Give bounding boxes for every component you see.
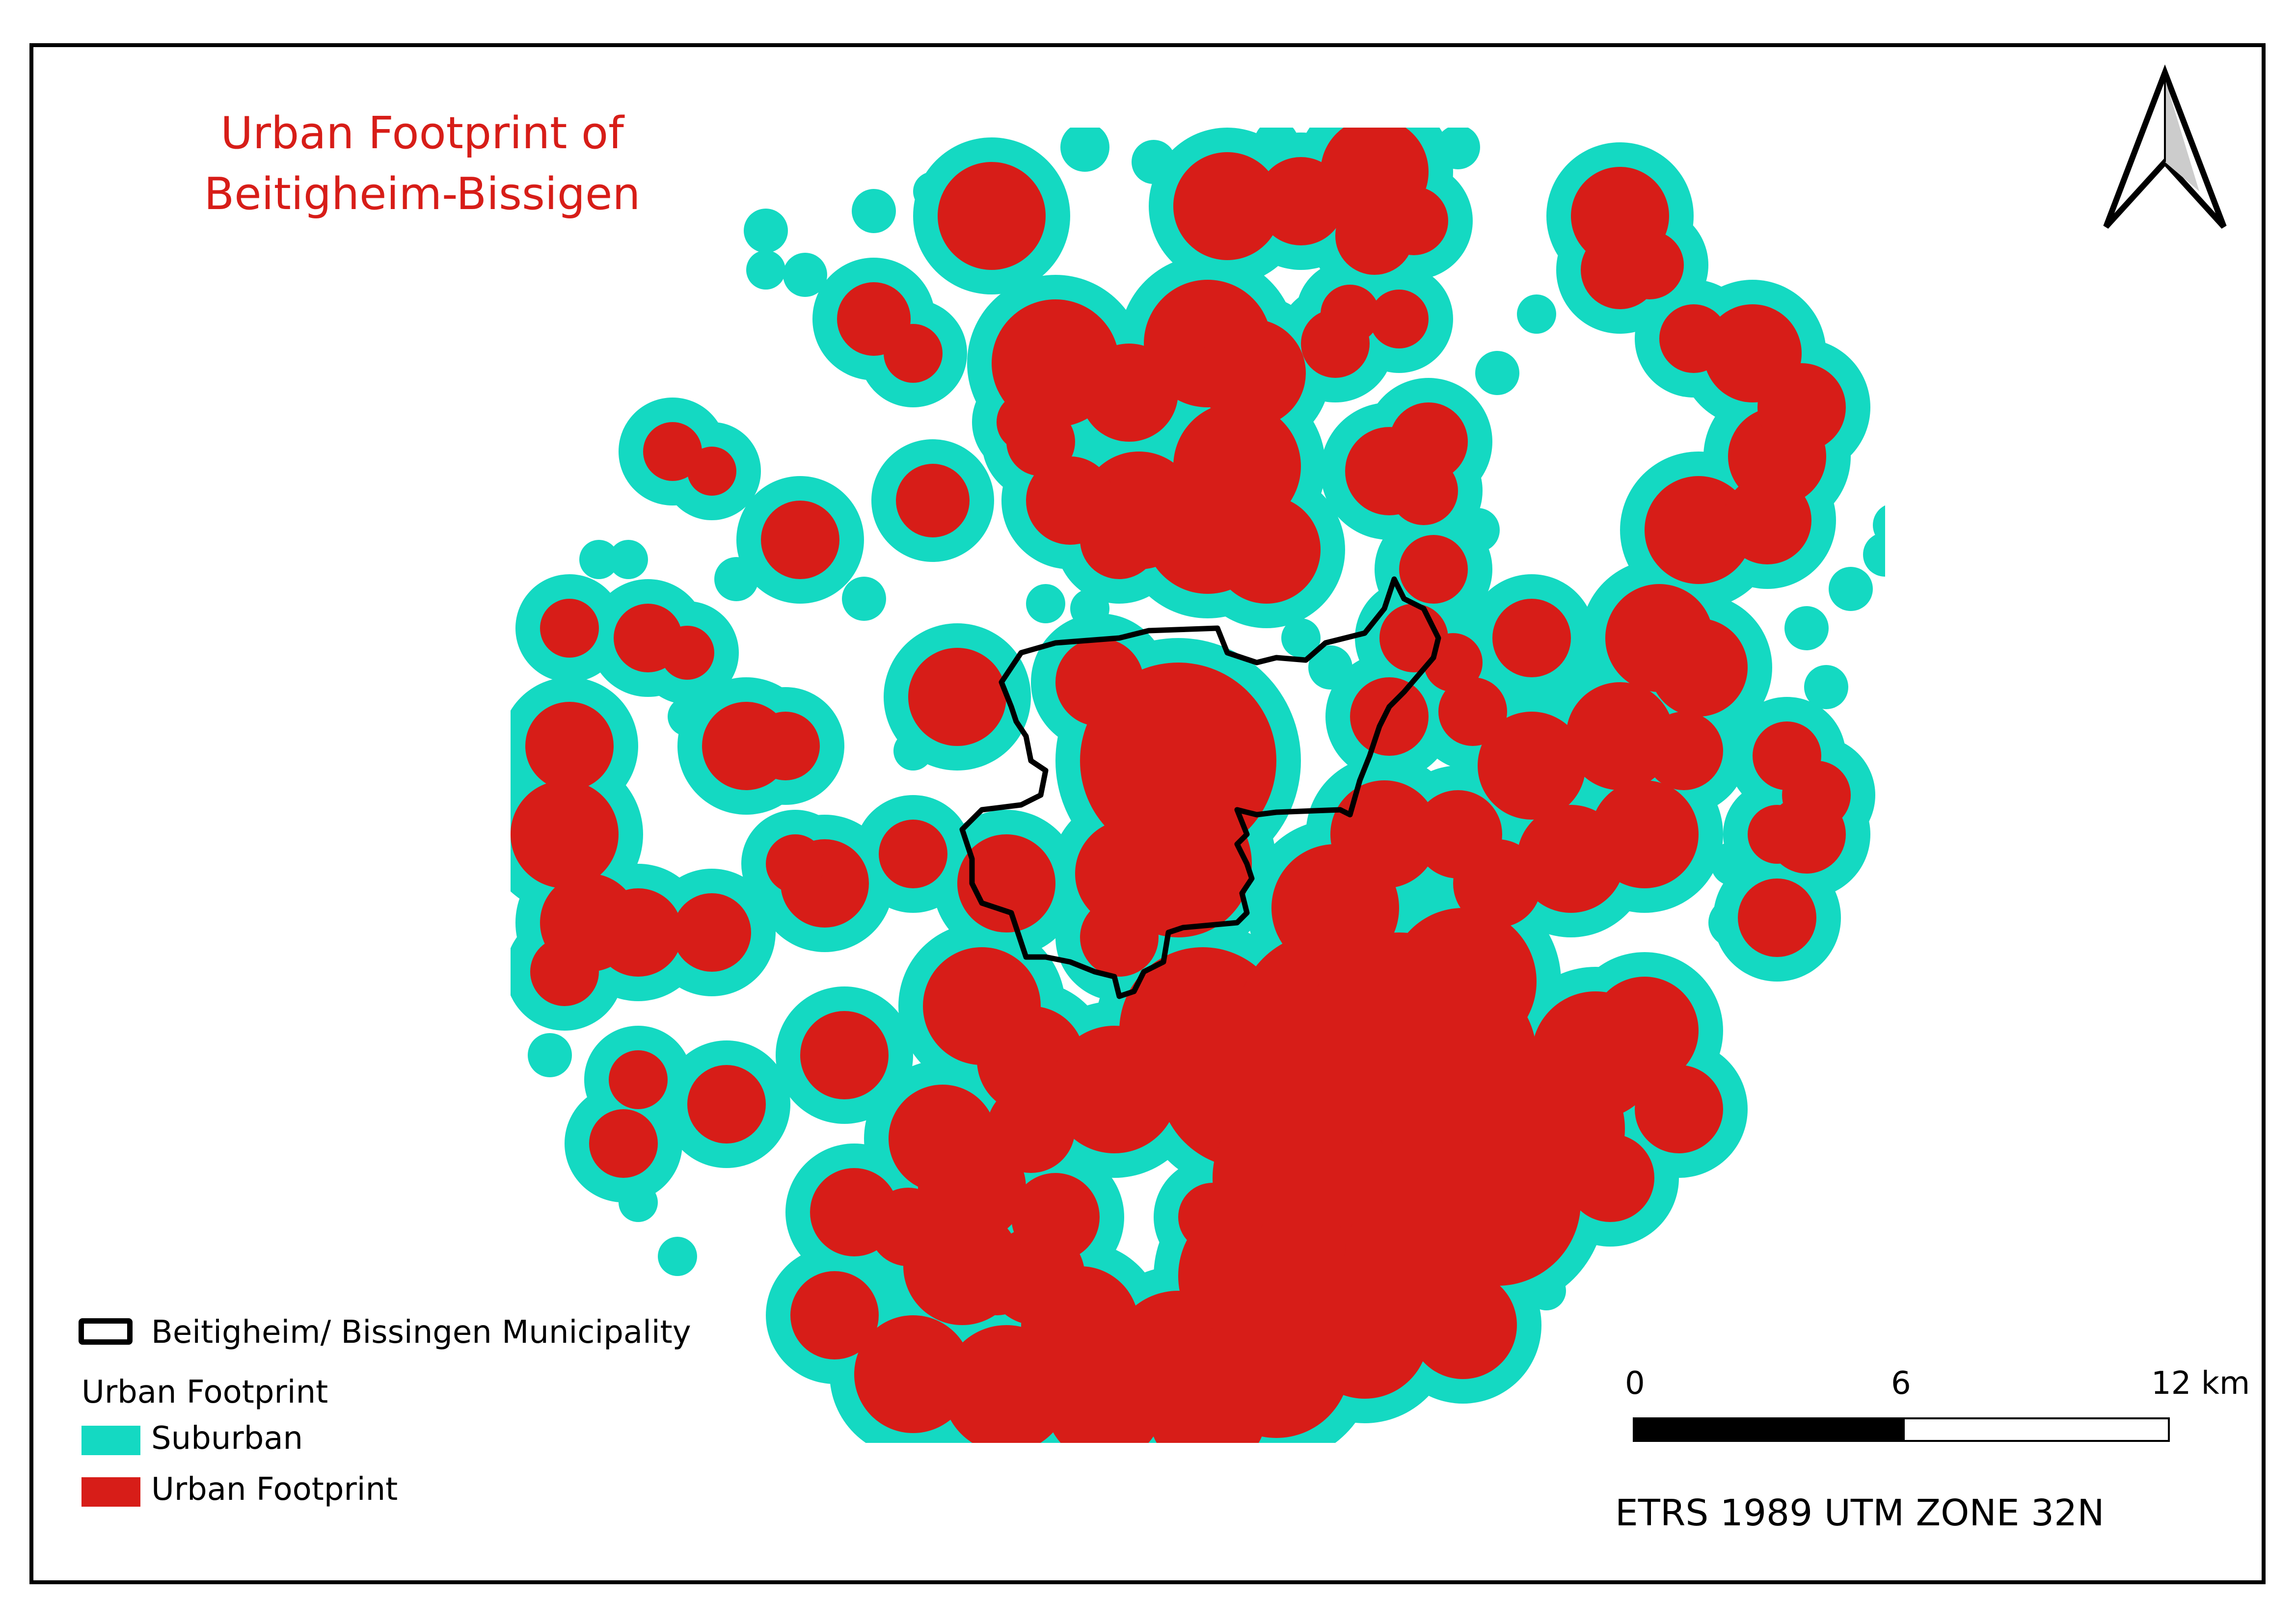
boundary-legend-label: Beitigheim/ Bissingen Municipality: [151, 1314, 691, 1351]
urban-footprint-swatch: [81, 1477, 140, 1507]
suburban-swatch: [81, 1426, 140, 1455]
scale-tick-12: 12 km: [2151, 1365, 2250, 1402]
municipality-boundary: [959, 576, 1441, 999]
boundary-legend-symbol: [79, 1318, 133, 1345]
urban-footprint-layer: [511, 128, 1851, 1443]
urban-footprint-legend-label: Urban Footprint: [151, 1471, 398, 1508]
legend-group-title: Urban Footprint: [81, 1374, 328, 1410]
suburban-legend-label: Suburban: [151, 1420, 303, 1457]
map-title: Urban Footprint of Beitigheim-Bissigen: [204, 107, 641, 220]
scale-tick-0: 0: [1625, 1365, 1645, 1402]
crs-label: ETRS 1989 UTM ZONE 32N: [1615, 1492, 2105, 1534]
scale-tick-6: 6: [1891, 1365, 1911, 1402]
north-arrow-icon: [2103, 64, 2227, 229]
scale-bar: [1633, 1417, 2170, 1442]
